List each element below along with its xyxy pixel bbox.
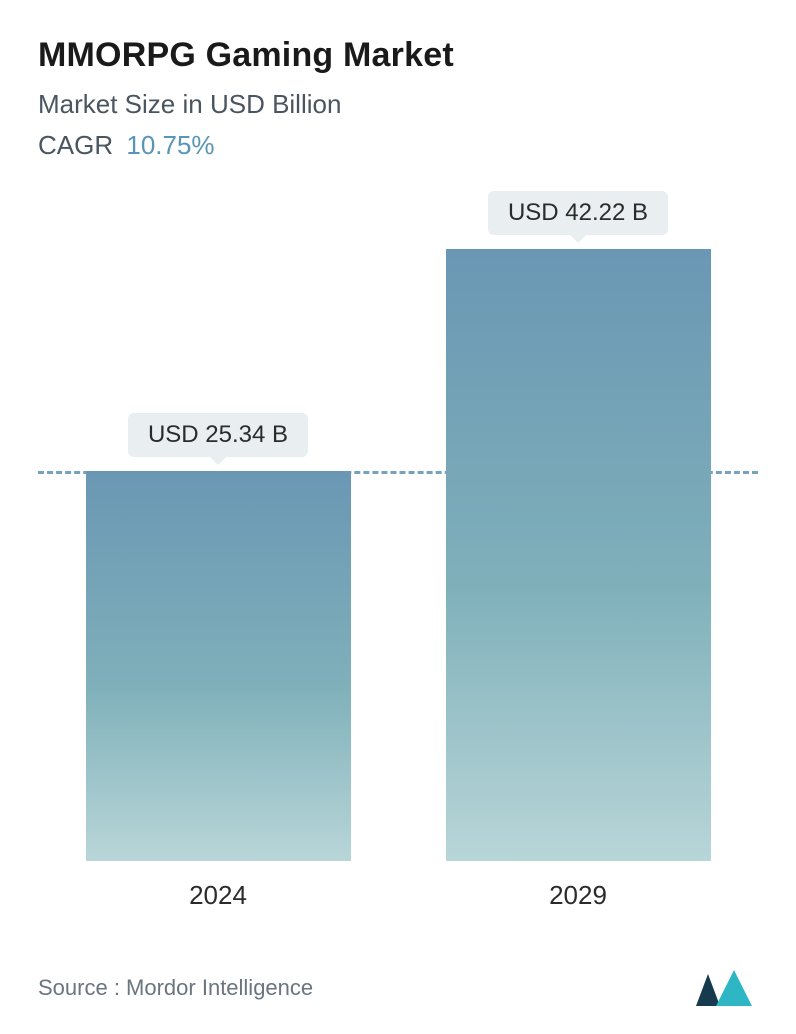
chart-subtitle: Market Size in USD Billion <box>38 89 758 120</box>
bar-group-2024: USD 25.34 B <box>56 413 380 861</box>
x-axis-labels: 2024 2029 <box>38 880 758 911</box>
brand-logo-icon <box>694 968 758 1008</box>
x-label-2029: 2029 <box>416 880 740 911</box>
chart-footer: Source : Mordor Intelligence <box>38 968 758 1008</box>
x-label-2024: 2024 <box>56 880 380 911</box>
chart-title: MMORPG Gaming Market <box>38 36 758 75</box>
cagr-line: CAGR 10.75% <box>38 130 758 161</box>
bar-2029 <box>446 249 711 861</box>
cagr-value: 10.75% <box>126 130 214 160</box>
value-pill-2029: USD 42.22 B <box>488 191 668 235</box>
bars-container: USD 25.34 B USD 42.22 B <box>38 191 758 861</box>
bar-2024 <box>86 471 351 861</box>
source-text: Source : Mordor Intelligence <box>38 975 313 1001</box>
cagr-label: CAGR <box>38 130 113 160</box>
value-pill-2024: USD 25.34 B <box>128 413 308 457</box>
chart-area: USD 25.34 B USD 42.22 B 2024 2029 <box>38 191 758 911</box>
bar-group-2029: USD 42.22 B <box>416 191 740 861</box>
